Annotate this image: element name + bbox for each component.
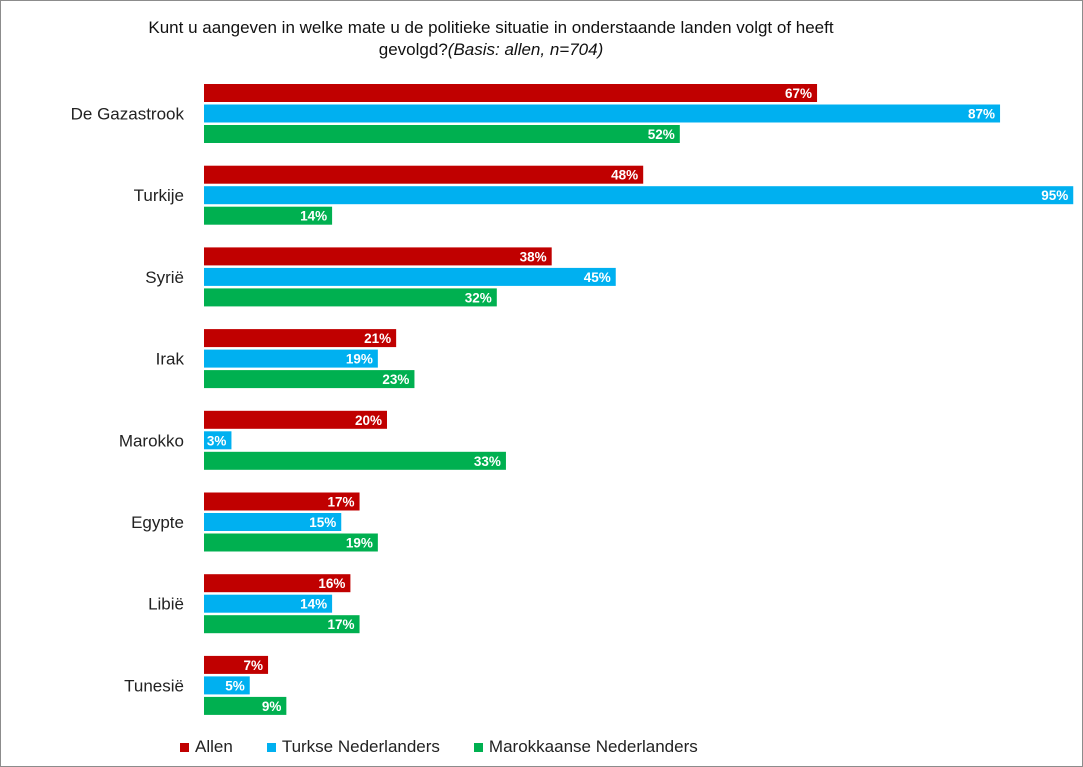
data-label-marokko-marokkaanse-nederlanders: 33% (474, 454, 501, 469)
data-label-syrie-turkse-nederlanders: 45% (584, 270, 611, 285)
bar-marokko-marokkaanse-nederlanders (204, 451, 506, 470)
data-label-libie-marokkaanse-nederlanders: 17% (328, 617, 355, 632)
bar-irak-marokkaanse-nederlanders (204, 370, 415, 389)
chart-title-basis: (Basis: allen, n=704) (447, 40, 604, 59)
category-label-de-gazastrook: De Gazastrook (71, 105, 185, 124)
bar-libie-turkse-nederlanders (204, 594, 333, 613)
category-label-tunesie: Tunesië (124, 676, 184, 695)
data-label-tunesie-allen: 7% (244, 658, 264, 673)
chart-title-question-end: gevolgd? (378, 40, 448, 59)
bar-egypte-marokkaanse-nederlanders (204, 533, 378, 552)
bar-de-gazastrook-marokkaanse-nederlanders (204, 125, 680, 143)
legend-label-turkse-nederlanders: Turkse Nederlanders (281, 737, 440, 756)
data-label-tunesie-turkse-nederlanders: 5% (225, 678, 245, 693)
bar-turkije-marokkaanse-nederlanders (204, 206, 333, 225)
data-label-tunesie-marokkaanse-nederlanders: 9% (262, 699, 282, 714)
legend-label-marokkaanse-nederlanders: Marokkaanse Nederlanders (488, 737, 698, 756)
data-label-turkije-marokkaanse-nederlanders: 14% (300, 209, 327, 224)
data-label-de-gazastrook-turkse-nederlanders: 87% (968, 107, 995, 122)
bar-egypte-allen (204, 492, 360, 511)
data-label-syrie-allen: 38% (520, 249, 547, 264)
data-label-irak-allen: 21% (364, 331, 391, 346)
category-label-libie: Libië (148, 595, 184, 614)
bar-syrie-marokkaanse-nederlanders (204, 288, 497, 307)
bar-tunesie-marokkaanse-nederlanders (204, 696, 287, 715)
data-label-turkije-turkse-nederlanders: 95% (1041, 188, 1068, 203)
bar-syrie-turkse-nederlanders (204, 267, 616, 286)
category-label-egypte: Egypte (131, 513, 184, 532)
bar-turkije-turkse-nederlanders (204, 186, 1074, 205)
legend-item-allen: Allen (180, 737, 233, 757)
data-label-de-gazastrook-allen: 67% (785, 86, 812, 101)
data-label-syrie-marokkaanse-nederlanders: 32% (465, 290, 492, 305)
data-label-marokko-allen: 20% (355, 413, 382, 428)
data-label-marokko-turkse-nederlanders: 3% (207, 433, 227, 448)
chart-title: Kunt u aangeven in welke mate u de polit… (1, 17, 981, 61)
bar-syrie-allen (204, 247, 552, 266)
data-label-de-gazastrook-marokkaanse-nederlanders: 52% (648, 127, 675, 142)
bar-turkije-allen (204, 165, 644, 184)
data-label-egypte-marokkaanse-nederlanders: 19% (346, 536, 373, 551)
chart-title-line2: gevolgd?(Basis: allen, n=704) (1, 39, 981, 61)
bar-de-gazastrook-turkse-nederlanders (204, 104, 1001, 123)
category-label-turkije: Turkije (134, 186, 184, 205)
data-label-irak-marokkaanse-nederlanders: 23% (382, 372, 409, 387)
legend-item-marokkaanse-nederlanders: Marokkaanse Nederlanders (473, 737, 698, 757)
bar-irak-turkse-nederlanders (204, 349, 378, 368)
chart-title-line1: Kunt u aangeven in welke mate u de polit… (148, 18, 834, 37)
category-label-syrie: Syrië (145, 268, 184, 287)
data-label-turkije-allen: 48% (611, 168, 638, 183)
legend-item-turkse-nederlanders: Turkse Nederlanders (266, 737, 440, 757)
category-label-irak: Irak (156, 350, 185, 369)
bar-tunesie-turkse-nederlanders (204, 676, 250, 695)
bar-de-gazastrook-allen (204, 84, 818, 102)
data-label-egypte-allen: 17% (328, 495, 355, 510)
chart-legend: Allen Turkse Nederlanders Marokkaanse Nede… (180, 737, 732, 757)
legend-swatch-marokkaanse-nederlanders (473, 742, 483, 752)
legend-swatch-turkse-nederlanders (266, 742, 276, 752)
bar-libie-allen (204, 574, 351, 593)
bar-marokko-allen (204, 410, 387, 429)
category-label-marokko: Marokko (119, 431, 184, 450)
bar-tunesie-allen (204, 655, 269, 674)
data-label-egypte-turkse-nederlanders: 15% (309, 515, 336, 530)
bar-irak-allen (204, 329, 397, 348)
data-label-libie-turkse-nederlanders: 14% (300, 597, 327, 612)
legend-label-allen: Allen (195, 737, 233, 756)
bar-libie-marokkaanse-nederlanders (204, 615, 360, 634)
bar-marokko-turkse-nederlanders (204, 431, 232, 450)
data-label-libie-allen: 16% (318, 576, 345, 591)
bar-egypte-turkse-nederlanders (204, 513, 342, 531)
data-label-irak-turkse-nederlanders: 19% (346, 352, 373, 367)
legend-swatch-allen (180, 742, 189, 752)
